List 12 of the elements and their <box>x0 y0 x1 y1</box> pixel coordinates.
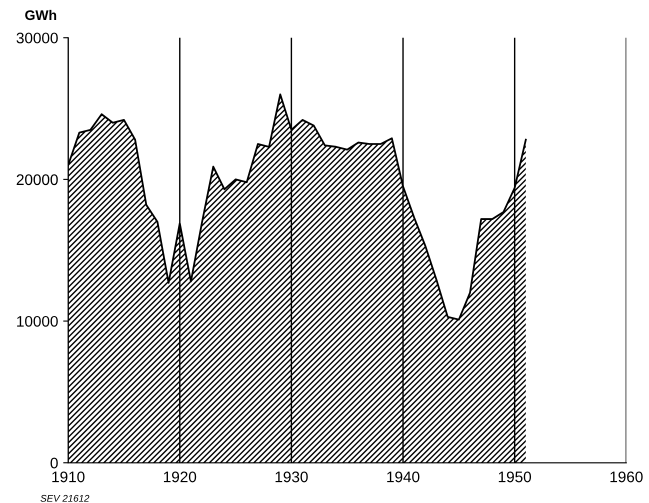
text: SEV 21612 <box>40 494 90 502</box>
x-tick-label: 1950 <box>498 471 532 482</box>
y-axis-title: GWh <box>25 10 56 20</box>
x-tick-label: 1920 <box>164 471 196 482</box>
y-tick-label: 30000 <box>16 32 58 44</box>
x-tick-label: 1940 <box>387 471 420 482</box>
y-tick-label: 0 <box>50 458 58 468</box>
x-tick-label: 1960 <box>610 471 643 482</box>
x-tick-label: 1930 <box>276 471 308 482</box>
y-tick-label: 20000 <box>16 174 58 186</box>
x-tick-label: 1910 <box>52 471 85 482</box>
y-tick-label: 10000 <box>17 316 58 327</box>
